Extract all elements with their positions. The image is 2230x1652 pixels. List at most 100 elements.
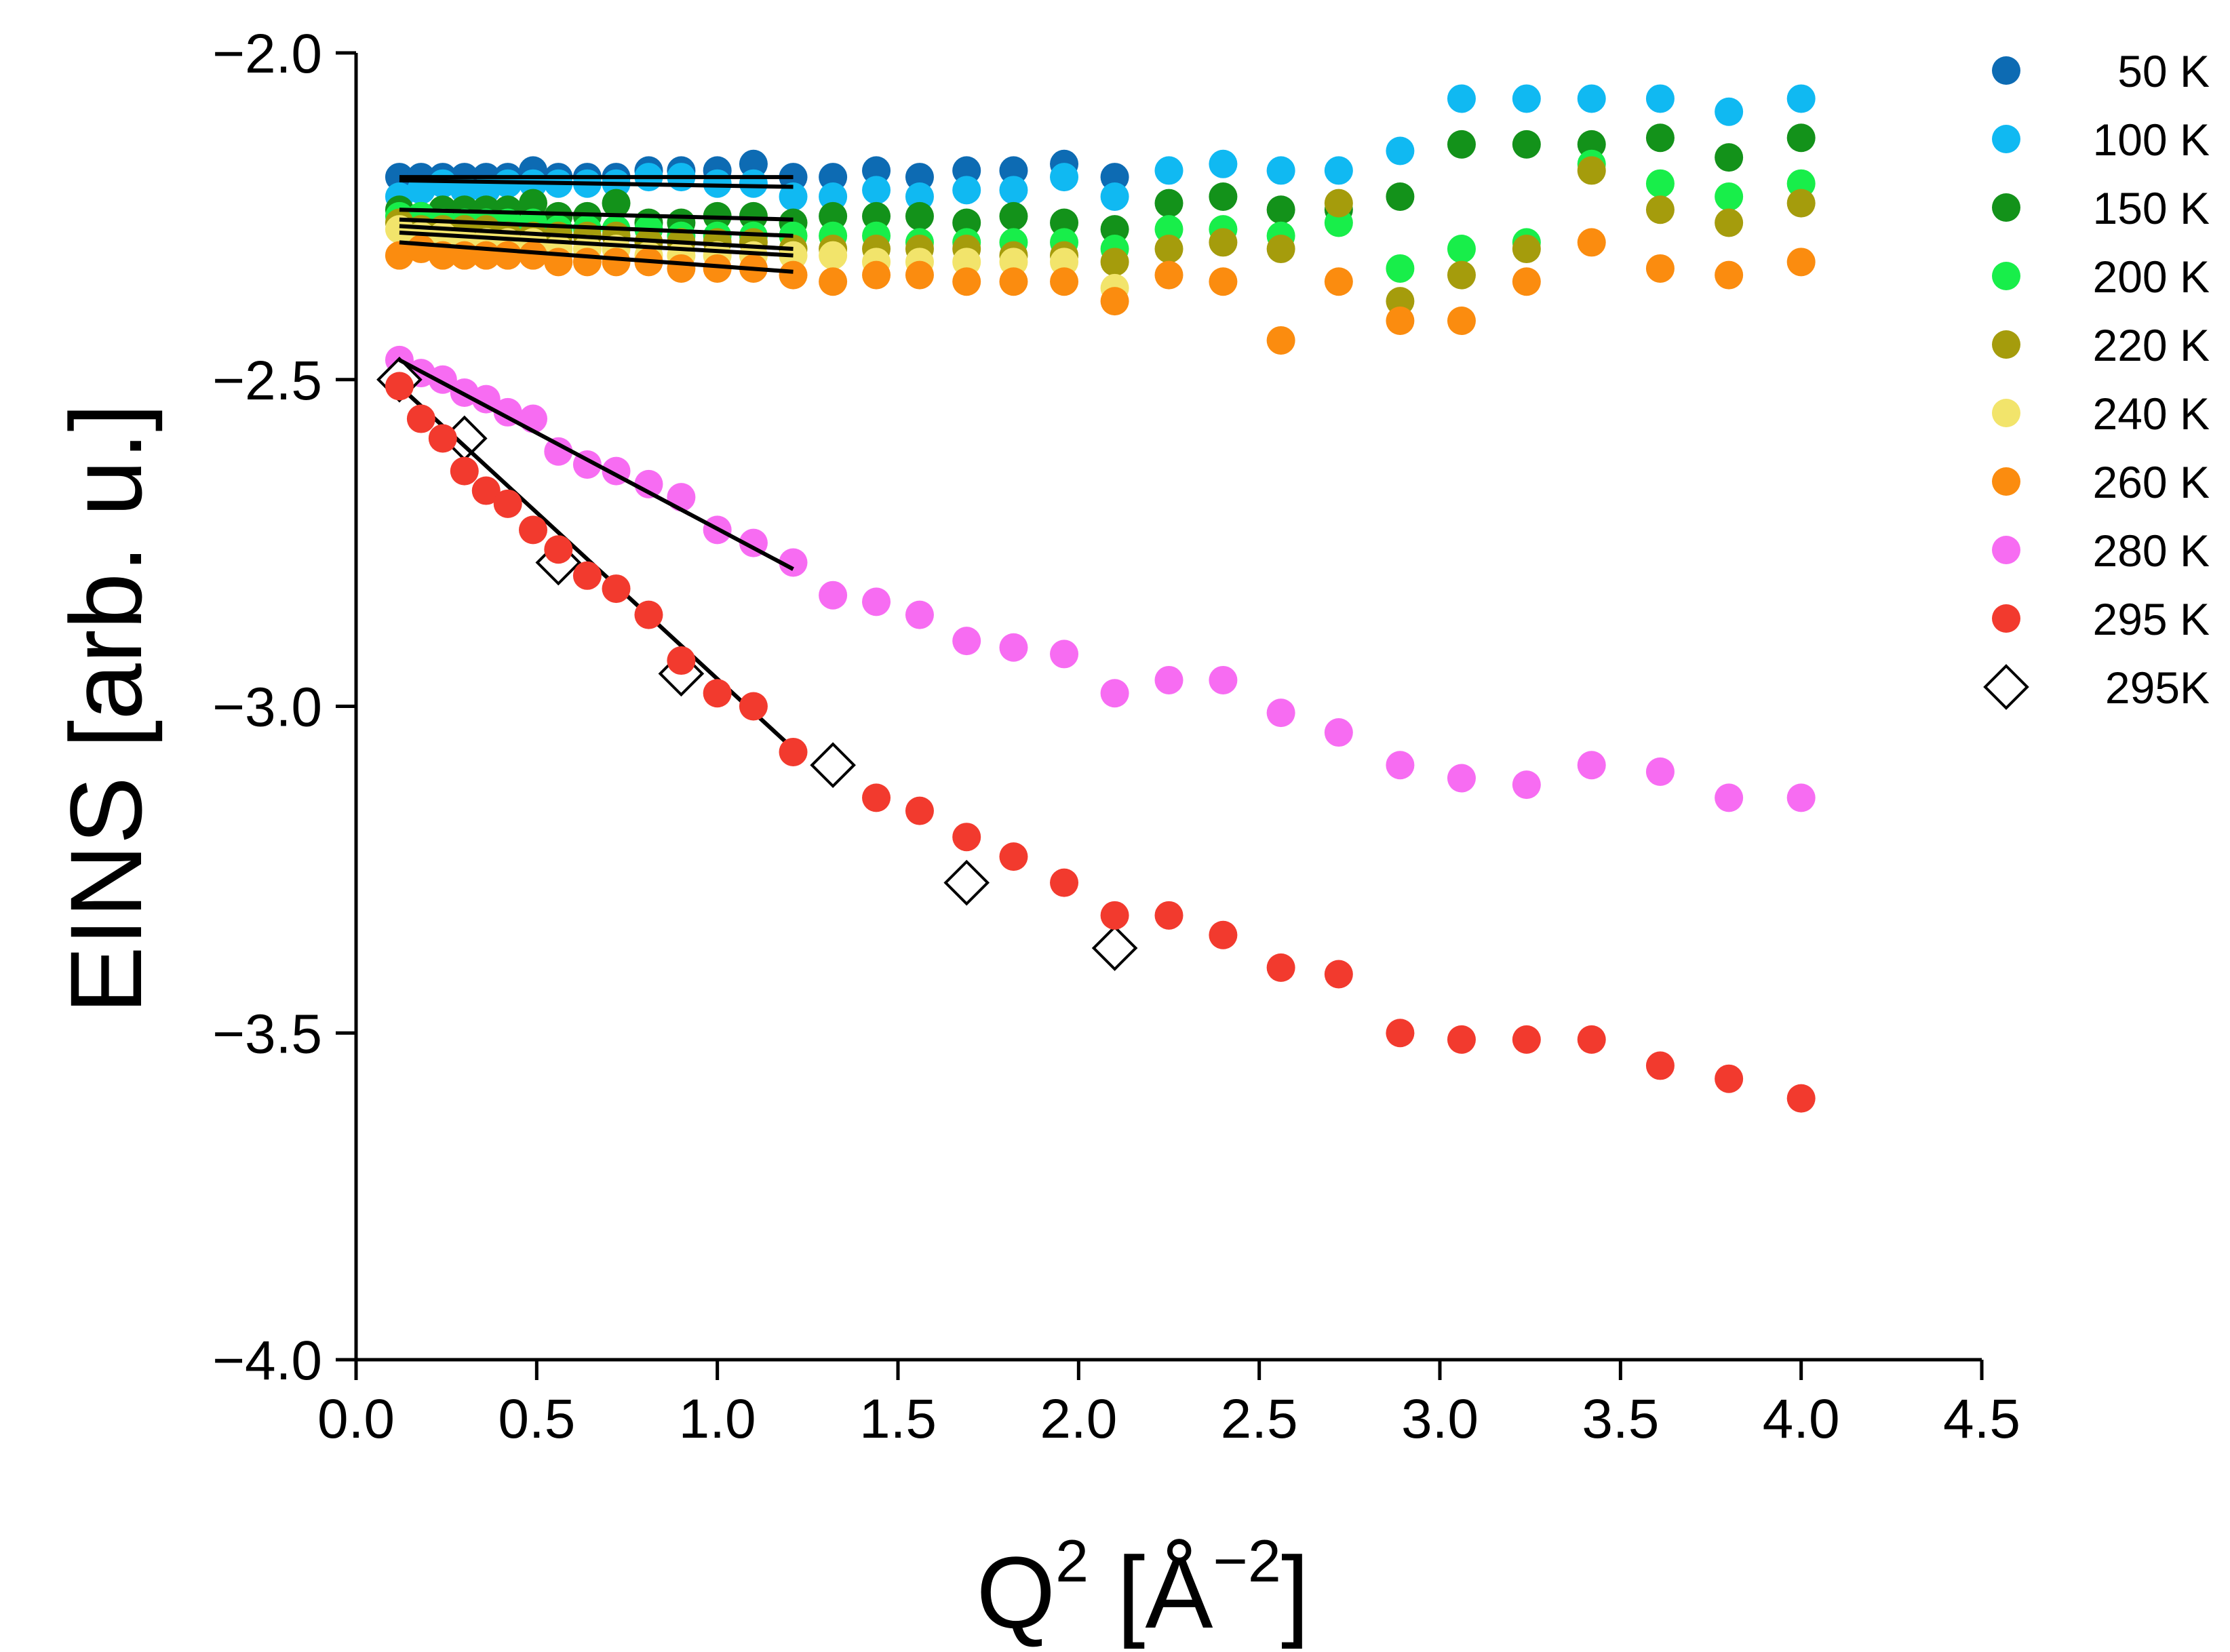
point-50k — [862, 156, 891, 185]
point-100k — [1324, 156, 1353, 185]
point-280k — [1512, 770, 1541, 800]
point-220k — [1786, 189, 1816, 218]
point-295k — [572, 561, 602, 590]
x-tick-label: 1.0 — [679, 1388, 756, 1450]
point-295k — [1050, 868, 1079, 897]
point-280k — [1645, 757, 1675, 786]
point-260k — [999, 267, 1028, 296]
point-260k — [602, 248, 631, 277]
point-295k — [471, 476, 501, 505]
point-260k — [1266, 326, 1295, 355]
point-280k — [634, 469, 663, 498]
legend-label-100k: 100 K — [2093, 115, 2210, 165]
point-150k — [952, 208, 981, 237]
series-260k — [385, 228, 1816, 355]
y-tick-label: −3.5 — [212, 1003, 322, 1065]
point-260k — [905, 260, 934, 290]
point-220k — [1324, 189, 1353, 218]
series-150k — [385, 123, 1816, 244]
point-150k — [739, 201, 768, 231]
x-tick-label: 3.0 — [1401, 1388, 1479, 1450]
point-260k — [1386, 307, 1415, 336]
point-295k — [1266, 953, 1295, 982]
point-260k — [519, 241, 548, 270]
point-240k — [385, 215, 414, 244]
point-280k — [952, 627, 981, 656]
point-295k — [739, 692, 768, 721]
x-tick-label: 0.0 — [317, 1388, 395, 1450]
point-100k — [999, 176, 1028, 205]
point-260k — [819, 267, 848, 296]
y-tick-label: −2.5 — [212, 350, 322, 412]
point-280k — [1209, 665, 1238, 694]
legend-marker-220k — [1992, 330, 2020, 359]
legend-marker-150k — [1992, 193, 2020, 222]
point-150k — [862, 201, 891, 231]
legend-marker-240k — [1992, 399, 2020, 427]
point-200k — [1324, 208, 1353, 237]
point-295k — [1386, 1019, 1415, 1048]
point-150k — [819, 201, 848, 231]
point-150k — [602, 189, 631, 218]
point-240k — [952, 248, 981, 277]
point-150k — [1715, 143, 1744, 172]
point-100k — [819, 182, 848, 211]
legend-marker-50k — [1992, 56, 2020, 85]
x-tick-label: 4.0 — [1763, 1388, 1840, 1450]
legend-marker-295k — [1992, 604, 2020, 633]
legend-label-50k: 50 K — [2117, 46, 2210, 96]
point-295k — [1091, 925, 1138, 971]
point-100k — [862, 176, 891, 205]
point-240k — [999, 248, 1028, 277]
point-220k — [1512, 235, 1541, 264]
point-220k — [1266, 235, 1295, 264]
point-280k — [862, 587, 891, 616]
point-295k — [634, 600, 663, 629]
x-tick-label: 0.5 — [498, 1388, 575, 1450]
point-295k — [862, 783, 891, 812]
point-295k — [810, 742, 856, 789]
point-260k — [1050, 267, 1079, 296]
point-280k — [1324, 718, 1353, 747]
point-260k — [1209, 267, 1238, 296]
point-260k — [1512, 267, 1541, 296]
point-295k — [385, 372, 414, 401]
point-295k — [406, 404, 435, 433]
point-150k — [1209, 182, 1238, 211]
point-280k — [1154, 665, 1184, 694]
point-295k — [667, 646, 696, 675]
point-280k — [667, 483, 696, 512]
point-280k — [1786, 783, 1816, 812]
point-150k — [1266, 195, 1295, 224]
point-100k — [406, 176, 435, 205]
legend: 50 K 100 K 150 K 200 K 220 K 240 K 260 K 280 K 2… — [1983, 46, 2210, 713]
legend-label-280k: 280 K — [2093, 526, 2210, 576]
point-220k — [1154, 235, 1184, 264]
point-260k — [428, 241, 457, 270]
legend-label-295k: 295K — [2105, 663, 2210, 713]
x-axis-title: Q2 [Å−2] — [976, 1527, 1309, 1649]
point-200k — [1786, 169, 1816, 198]
series-295k — [376, 356, 1138, 971]
x-tick-label: 2.5 — [1221, 1388, 1298, 1450]
point-150k — [905, 201, 934, 231]
point-280k — [1100, 679, 1129, 708]
point-200k — [1715, 182, 1744, 211]
x-axis-title-unit-exponent: −2 — [1213, 1527, 1281, 1594]
legend-marker-200k — [1992, 262, 2020, 290]
point-260k — [1577, 228, 1606, 257]
point-295k — [1715, 1064, 1744, 1093]
point-280k — [1715, 783, 1744, 812]
point-100k — [1786, 84, 1816, 113]
point-295k — [493, 489, 522, 518]
point-280k — [1050, 640, 1079, 669]
point-100k — [905, 182, 934, 211]
point-100k — [1512, 84, 1541, 113]
point-260k — [493, 241, 522, 270]
point-100k — [1715, 97, 1744, 126]
y-tick-label: −2.0 — [212, 23, 322, 85]
point-260k — [862, 260, 891, 290]
point-295k — [703, 679, 732, 708]
point-150k — [1154, 189, 1184, 218]
